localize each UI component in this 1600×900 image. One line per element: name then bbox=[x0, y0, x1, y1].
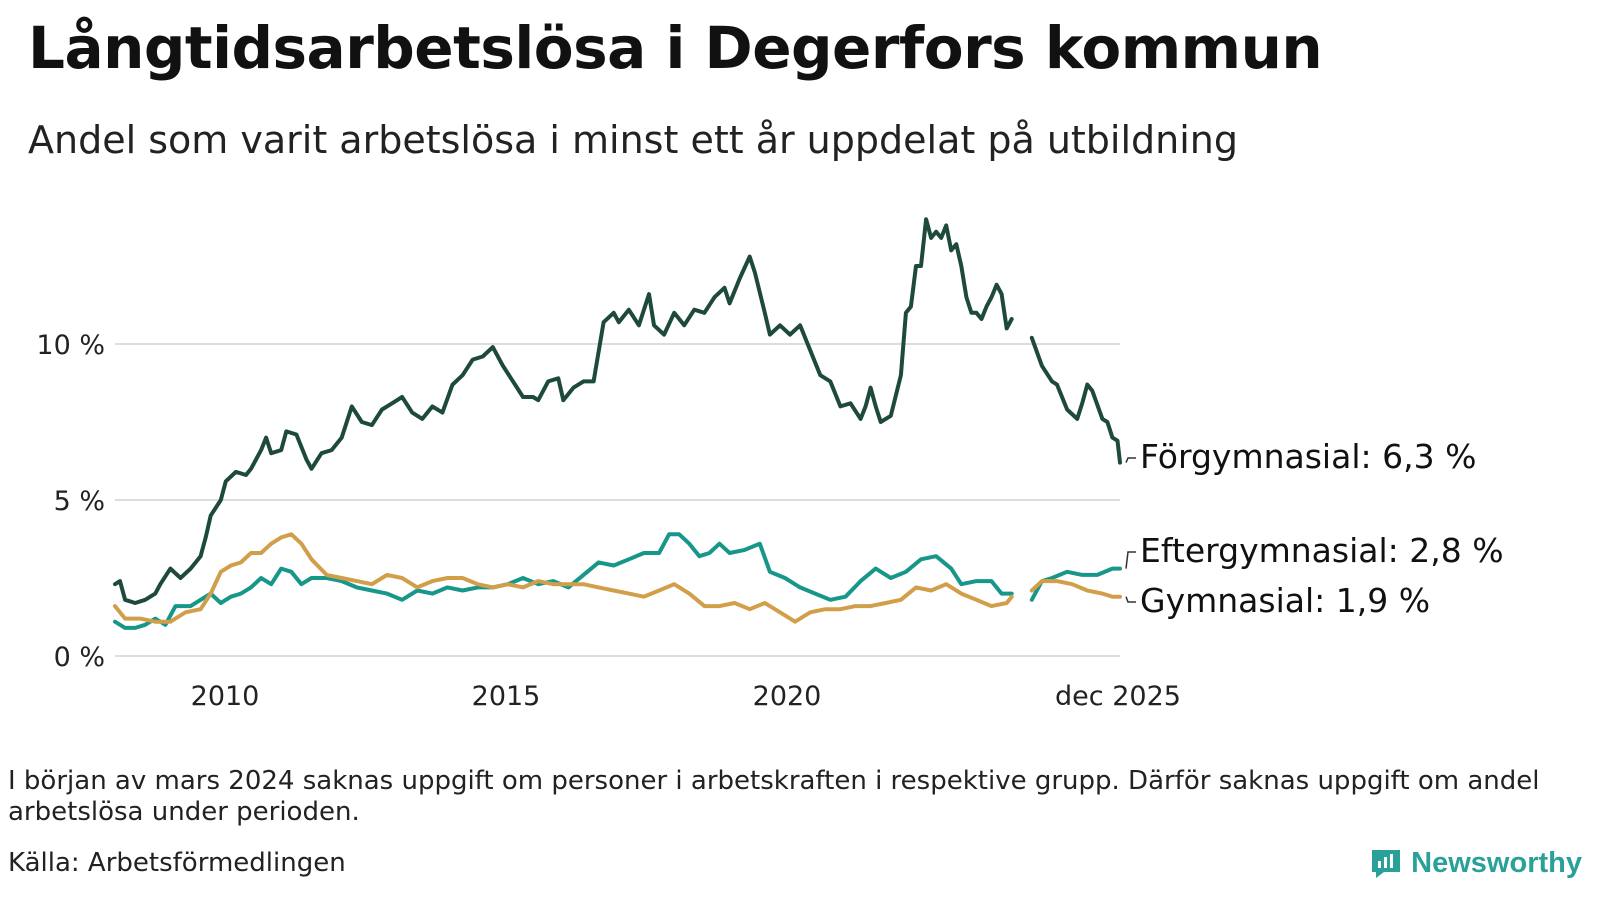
label-leader bbox=[1125, 596, 1136, 603]
end-label-gymnasial: Gymnasial: 1,9 % bbox=[1140, 581, 1430, 620]
label-leader bbox=[1125, 457, 1136, 463]
series-lines bbox=[113, 217, 1122, 630]
label-leader bbox=[1125, 551, 1136, 569]
end-label-förgymnasial: Förgymnasial: 6,3 % bbox=[1140, 437, 1476, 476]
x-tick-label: 2010 bbox=[191, 681, 260, 712]
y-tick-label: 10 % bbox=[36, 330, 105, 361]
axis-labels: 0 % 5 % 10 % 2010 2015 2020 dec 2025 bbox=[36, 330, 1181, 712]
source-credit: Källa: Arbetsförmedlingen bbox=[8, 848, 346, 878]
chart-subtitle: Andel som varit arbetslösa i minst ett å… bbox=[28, 118, 1239, 162]
x-tick-label: 2020 bbox=[753, 681, 822, 712]
x-tick-label: 2015 bbox=[472, 681, 541, 712]
brand-name: Newsworthy bbox=[1411, 846, 1582, 879]
footnote: I början av mars 2024 saknas uppgift om … bbox=[8, 766, 1540, 827]
y-tick-label: 5 % bbox=[54, 486, 105, 517]
chart-title: Långtidsarbetslösa i Degerfors kommun bbox=[28, 14, 1323, 82]
end-label-eftergymnasial: Eftergymnasial: 2,8 % bbox=[1140, 531, 1504, 570]
end-labels: Förgymnasial: 6,3 % Eftergymnasial: 2,8 %… bbox=[1125, 437, 1504, 620]
brand-logo[interactable]: Newsworthy bbox=[1369, 846, 1582, 880]
y-tick-label: 0 % bbox=[54, 642, 105, 673]
series-line-förgymnasial bbox=[113, 217, 1122, 605]
line-chart: Förgymnasial: 6,3 % Eftergymnasial: 2,8 %… bbox=[36, 217, 1504, 712]
series-line-gymnasial bbox=[113, 532, 1122, 624]
grid-lines bbox=[115, 343, 1120, 657]
newsworthy-icon bbox=[1372, 850, 1401, 878]
x-tick-label: dec 2025 bbox=[1055, 681, 1181, 712]
